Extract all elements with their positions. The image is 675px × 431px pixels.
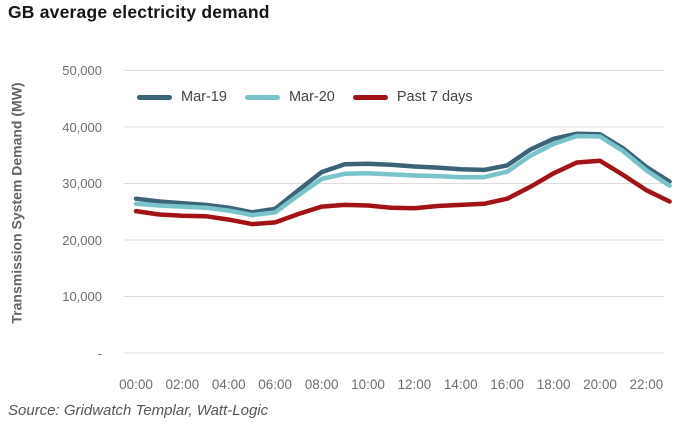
- x-tick-label: 00:00: [119, 377, 153, 392]
- y-tick-label: 10,000: [62, 289, 102, 305]
- y-tick-label: 40,000: [62, 119, 102, 135]
- x-tick-label: 06:00: [258, 377, 293, 392]
- legend-label: Past 7 days: [396, 89, 473, 105]
- x-tick-label: 12:00: [397, 377, 432, 392]
- x-tick-label: 02:00: [165, 377, 200, 392]
- legend-label: Mar-20: [288, 89, 335, 105]
- x-tick-label: 22:00: [629, 377, 664, 392]
- chart-title: GB average electricity demand: [8, 2, 270, 22]
- legend-swatch-icon: [244, 94, 280, 100]
- x-tick-label: 08:00: [304, 377, 339, 392]
- legend-item-mar-20: Mar-20: [244, 89, 335, 105]
- legend-item-mar-19: Mar-19: [137, 89, 227, 105]
- series-line-mar-19: [133, 131, 672, 215]
- series-line-mar-20: [133, 133, 672, 218]
- y-tick-label: 50,000: [62, 63, 102, 79]
- x-tick-label: 10:00: [351, 377, 385, 392]
- series-line-past-7-days: [133, 158, 672, 227]
- y-tick-label: -: [97, 346, 102, 361]
- x-tick-label: 16:00: [490, 377, 525, 392]
- y-tick-label: 20,000: [62, 232, 102, 248]
- source-caption: Source: Gridwatch Templar, Watt-Logic: [8, 402, 269, 419]
- x-tick-label: 14:00: [443, 377, 478, 392]
- x-tick-label: 04:00: [211, 377, 246, 392]
- legend-label: Mar-19: [181, 89, 227, 105]
- x-tick-label: 20:00: [583, 377, 617, 392]
- legend-swatch-icon: [137, 94, 172, 100]
- legend-swatch-icon: [352, 94, 388, 100]
- y-tick-label: 30,000: [62, 176, 102, 192]
- chart-legend: Mar-19 Mar-20 Past 7 days: [137, 88, 491, 106]
- x-tick-label: 18:00: [536, 377, 571, 392]
- legend-item-past-7-days: Past 7 days: [352, 89, 473, 105]
